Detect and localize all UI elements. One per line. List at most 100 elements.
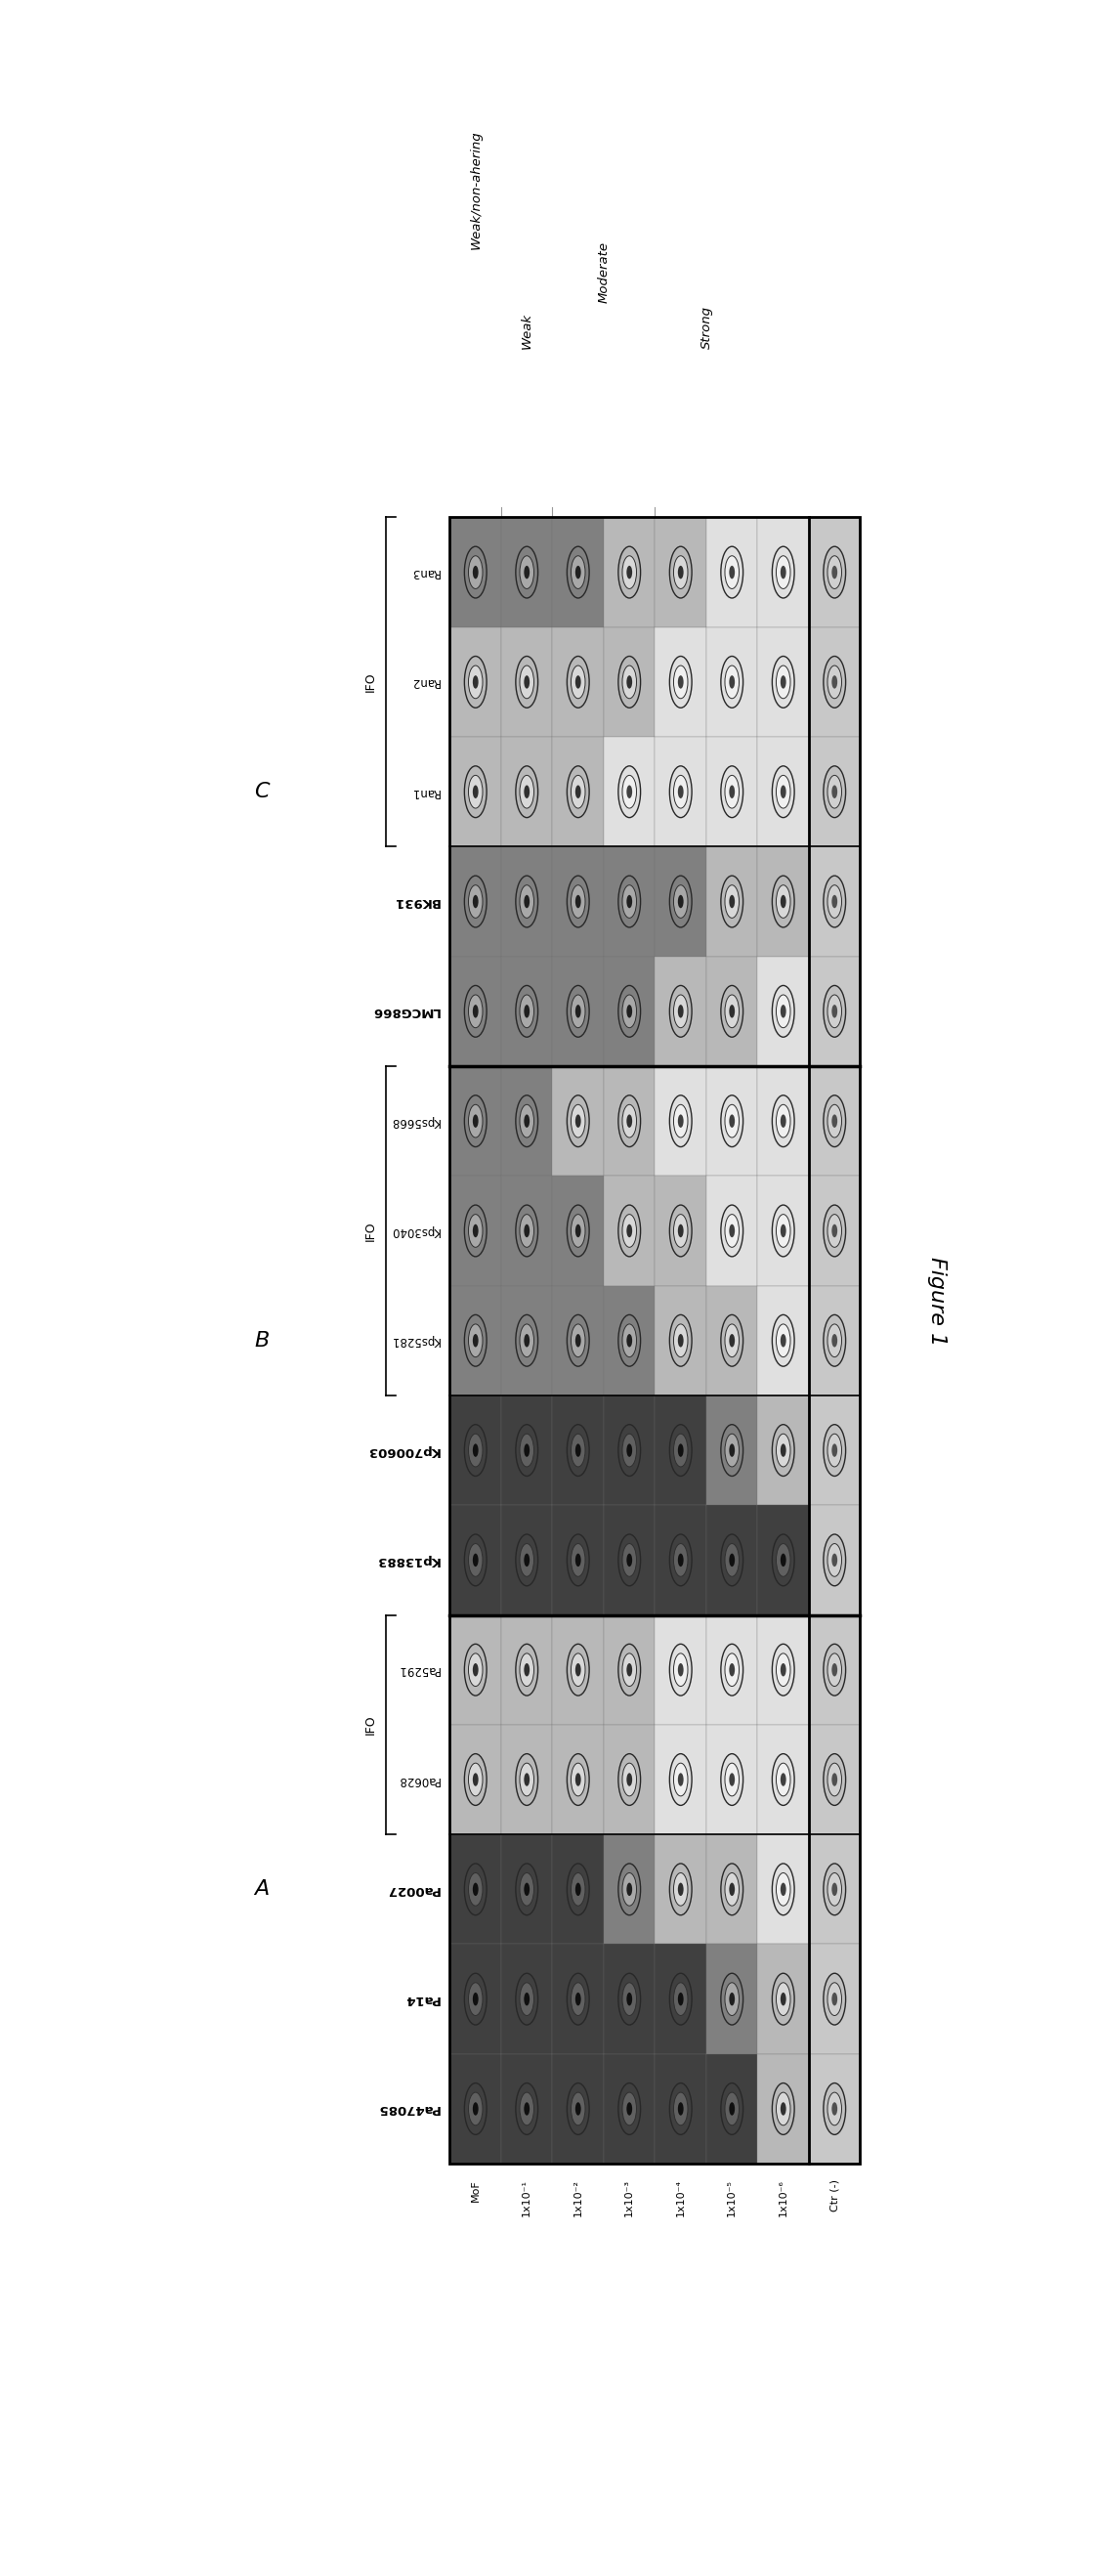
Circle shape <box>627 894 632 909</box>
Bar <box>450 518 860 2164</box>
Circle shape <box>469 665 483 698</box>
Circle shape <box>622 2092 636 2125</box>
Bar <box>501 1834 553 1945</box>
Circle shape <box>670 987 692 1038</box>
Circle shape <box>524 1553 529 1566</box>
Circle shape <box>627 1005 632 1018</box>
Bar <box>501 626 553 737</box>
Circle shape <box>725 1654 739 1687</box>
Circle shape <box>464 1535 486 1587</box>
Circle shape <box>721 1425 743 1476</box>
Circle shape <box>622 775 636 809</box>
Circle shape <box>721 1862 743 1914</box>
Circle shape <box>520 1984 534 2014</box>
Circle shape <box>824 765 846 817</box>
Circle shape <box>576 786 581 799</box>
Bar <box>501 1175 553 1285</box>
Circle shape <box>729 1115 735 1128</box>
Bar <box>603 1504 655 1615</box>
Circle shape <box>524 1334 529 1347</box>
Circle shape <box>824 1535 846 1587</box>
Bar <box>603 848 655 956</box>
Text: Ctr (-): Ctr (-) <box>829 2179 839 2213</box>
Circle shape <box>622 1984 636 2014</box>
Circle shape <box>627 1115 632 1128</box>
Bar <box>808 1396 860 1504</box>
Circle shape <box>576 1772 581 1785</box>
Bar <box>450 848 501 956</box>
Text: Pa0027: Pa0027 <box>386 1883 440 1896</box>
Circle shape <box>721 1973 743 2025</box>
Circle shape <box>670 876 692 927</box>
Circle shape <box>777 665 791 698</box>
Bar <box>553 626 603 737</box>
Circle shape <box>524 786 529 799</box>
Bar <box>501 956 553 1066</box>
Circle shape <box>619 1535 641 1587</box>
Circle shape <box>622 1105 636 1139</box>
Circle shape <box>473 1115 479 1128</box>
Circle shape <box>627 1553 632 1566</box>
Circle shape <box>729 2102 735 2115</box>
Circle shape <box>524 2102 529 2115</box>
Text: Kps3040: Kps3040 <box>390 1224 440 1236</box>
Circle shape <box>832 1772 837 1785</box>
Bar <box>808 1834 860 1945</box>
Circle shape <box>576 1991 581 2007</box>
Circle shape <box>473 567 479 580</box>
Circle shape <box>725 994 739 1028</box>
Bar <box>758 1726 808 1834</box>
Circle shape <box>832 1005 837 1018</box>
Circle shape <box>464 1206 486 1257</box>
Bar <box>501 1504 553 1615</box>
Circle shape <box>729 1883 735 1896</box>
Bar <box>758 1945 808 2053</box>
Bar <box>553 1726 603 1834</box>
Circle shape <box>576 1553 581 1566</box>
Text: Kps5281: Kps5281 <box>389 1334 440 1347</box>
Circle shape <box>464 987 486 1038</box>
Text: Moderate: Moderate <box>598 242 610 304</box>
Circle shape <box>524 1991 529 2007</box>
Circle shape <box>725 1105 739 1139</box>
Circle shape <box>777 1654 791 1687</box>
Bar <box>655 1834 706 1945</box>
Bar <box>758 1285 808 1396</box>
Circle shape <box>674 1213 688 1247</box>
Circle shape <box>469 1105 483 1139</box>
Bar <box>808 1175 860 1285</box>
Circle shape <box>464 1643 486 1695</box>
Circle shape <box>469 1873 483 1906</box>
Bar <box>706 1945 758 2053</box>
Bar <box>603 956 655 1066</box>
Circle shape <box>619 1095 641 1146</box>
Circle shape <box>772 876 794 927</box>
Circle shape <box>567 765 589 817</box>
Bar <box>603 2053 655 2164</box>
Circle shape <box>567 1314 589 1365</box>
Text: Ran2: Ran2 <box>410 675 440 688</box>
Circle shape <box>473 894 479 909</box>
Circle shape <box>678 1115 684 1128</box>
Circle shape <box>721 765 743 817</box>
Circle shape <box>781 1883 786 1896</box>
Bar <box>706 1285 758 1396</box>
Circle shape <box>674 1543 688 1577</box>
Bar <box>655 737 706 848</box>
Text: Pa47085: Pa47085 <box>377 2102 440 2115</box>
Circle shape <box>832 567 837 580</box>
Circle shape <box>571 1543 586 1577</box>
Bar <box>706 1396 758 1504</box>
Circle shape <box>469 1435 483 1466</box>
Bar <box>758 1504 808 1615</box>
Circle shape <box>678 1443 684 1458</box>
Circle shape <box>721 1206 743 1257</box>
Circle shape <box>725 556 739 590</box>
Circle shape <box>678 1991 684 2007</box>
Bar <box>501 2053 553 2164</box>
Circle shape <box>473 1772 479 1785</box>
Bar <box>808 1945 860 2053</box>
Circle shape <box>777 994 791 1028</box>
Circle shape <box>781 567 786 580</box>
Bar <box>655 848 706 956</box>
